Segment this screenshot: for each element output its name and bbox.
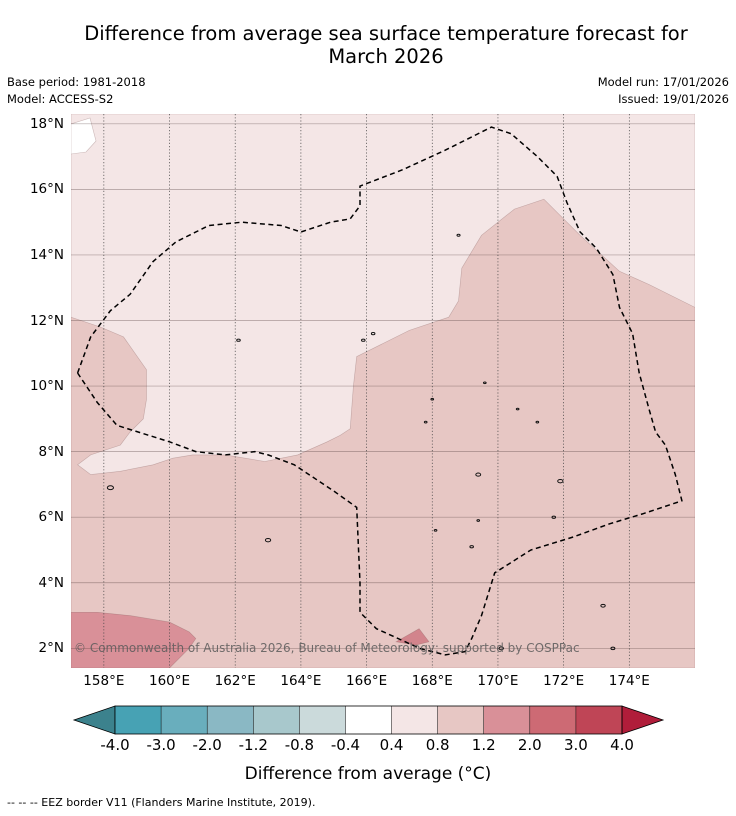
colorbar-tick-label: -4.0 bbox=[100, 736, 130, 754]
eez-border bbox=[76, 126, 683, 656]
island-marker bbox=[433, 528, 438, 532]
colorbar-bin bbox=[161, 706, 208, 734]
lat-tick-label: 14°N bbox=[29, 246, 64, 263]
colorbar-bin bbox=[115, 706, 162, 734]
lon-tick-label: 164°E bbox=[280, 673, 322, 689]
lat-tick-label: 2°N bbox=[38, 640, 64, 657]
model-run: Model run: 17/01/2026 bbox=[597, 75, 729, 89]
chart-title: Difference from average sea surface temp… bbox=[0, 22, 736, 68]
island-marker bbox=[423, 420, 428, 424]
colorbar-tick-label: -0.4 bbox=[330, 736, 361, 754]
lon-tick-label: 158°E bbox=[83, 673, 125, 689]
eez-footnote: -- -- -- EEZ border V11 (Flanders Marine… bbox=[7, 796, 316, 809]
issued-date: Issued: 19/01/2026 bbox=[618, 92, 729, 106]
colorbar-bin bbox=[345, 706, 392, 734]
region-anomaly-1.2-2.0-southwest bbox=[71, 611, 197, 668]
colorbar-tick-label: 0.8 bbox=[425, 736, 450, 754]
base-period: Base period: 1981-2018 bbox=[7, 75, 146, 89]
model-name: Model: ACCESS-S2 bbox=[7, 92, 114, 106]
island-marker bbox=[106, 485, 114, 491]
lon-tick-label: 170°E bbox=[477, 673, 519, 689]
island-marker bbox=[430, 397, 435, 401]
graticule bbox=[71, 114, 695, 668]
colorbar-bin bbox=[575, 706, 622, 734]
island-marker bbox=[482, 381, 487, 385]
island-marker bbox=[370, 332, 376, 336]
title-line-2: March 2026 bbox=[328, 45, 444, 68]
island-marker bbox=[456, 233, 461, 237]
colorbar-bin bbox=[529, 706, 576, 734]
region-anomaly-1.2-2.0-island bbox=[395, 628, 430, 646]
colorbar-tick-label: 2.0 bbox=[517, 736, 542, 754]
island-marker bbox=[557, 478, 564, 484]
lon-tick-label: 174°E bbox=[608, 673, 650, 689]
colorbar-bin bbox=[299, 706, 346, 734]
colorbar-tick-label: -2.0 bbox=[192, 736, 222, 754]
lat-tick-label: 8°N bbox=[38, 443, 64, 460]
lat-tick-label: 4°N bbox=[38, 574, 64, 591]
colorbar-tick-label: 3.0 bbox=[563, 736, 588, 754]
metadata-left: Base period: 1981-2018 Model: ACCESS-S2 bbox=[7, 74, 146, 108]
lon-tick-label: 168°E bbox=[411, 673, 453, 689]
island-marker bbox=[469, 545, 474, 549]
colorbar-bin bbox=[483, 706, 530, 734]
colorbar-tick-label: 4.0 bbox=[610, 736, 634, 754]
lon-tick-label: 162°E bbox=[214, 673, 256, 689]
colorbar-label: Difference from average (°C) bbox=[244, 764, 492, 784]
island-marker bbox=[475, 472, 482, 477]
island-marker bbox=[236, 338, 241, 342]
lon-tick-label: 172°E bbox=[543, 673, 585, 689]
colorbar-bin bbox=[391, 706, 438, 734]
lat-tick-label: 16°N bbox=[29, 181, 64, 198]
metadata-right: Model run: 17/01/2026 Issued: 19/01/2026 bbox=[598, 74, 729, 108]
lat-tick-label: 18°N bbox=[29, 115, 64, 132]
island-marker bbox=[600, 603, 606, 608]
lat-tick-label: 12°N bbox=[29, 312, 64, 329]
island-marker bbox=[361, 338, 366, 342]
lon-tick-label: 166°E bbox=[346, 673, 388, 689]
island-marker bbox=[264, 537, 272, 543]
eez-layer bbox=[76, 126, 683, 656]
island-marker bbox=[498, 646, 504, 651]
colorbar-outline bbox=[114, 705, 623, 735]
island-marker bbox=[610, 646, 616, 651]
title-line-1: Difference from average sea surface temp… bbox=[84, 22, 688, 45]
lat-tick-label: 6°N bbox=[38, 509, 64, 526]
colorbar-tick-label: -3.0 bbox=[146, 736, 176, 754]
copyright-notice: © Commonwealth of Australia 2026, Bureau… bbox=[74, 641, 580, 655]
colorbar-tick-label: -1.2 bbox=[238, 736, 268, 754]
colorbar-tick-label: -0.8 bbox=[284, 736, 314, 754]
region-white-patch bbox=[71, 117, 97, 155]
island-marker bbox=[515, 407, 520, 411]
island-marker bbox=[476, 519, 481, 522]
anomaly-fill-layer bbox=[71, 114, 695, 668]
colorbar-extend-high bbox=[621, 705, 665, 735]
colorbar-tick-label: 1.2 bbox=[471, 736, 496, 754]
colorbar-bin bbox=[253, 706, 300, 734]
colorbar-bin bbox=[207, 706, 254, 734]
lat-tick-label: 10°N bbox=[29, 378, 64, 395]
colorbar-bin bbox=[437, 706, 484, 734]
island-marker bbox=[535, 420, 540, 424]
region-anomaly-0.8-1.2-south bbox=[71, 198, 695, 668]
lon-tick-label: 160°E bbox=[148, 673, 191, 689]
colorbar-tick-label: 0.4 bbox=[379, 736, 404, 754]
colorbar-extend-low bbox=[72, 705, 116, 735]
islands-layer bbox=[106, 233, 616, 651]
island-marker bbox=[551, 515, 557, 519]
